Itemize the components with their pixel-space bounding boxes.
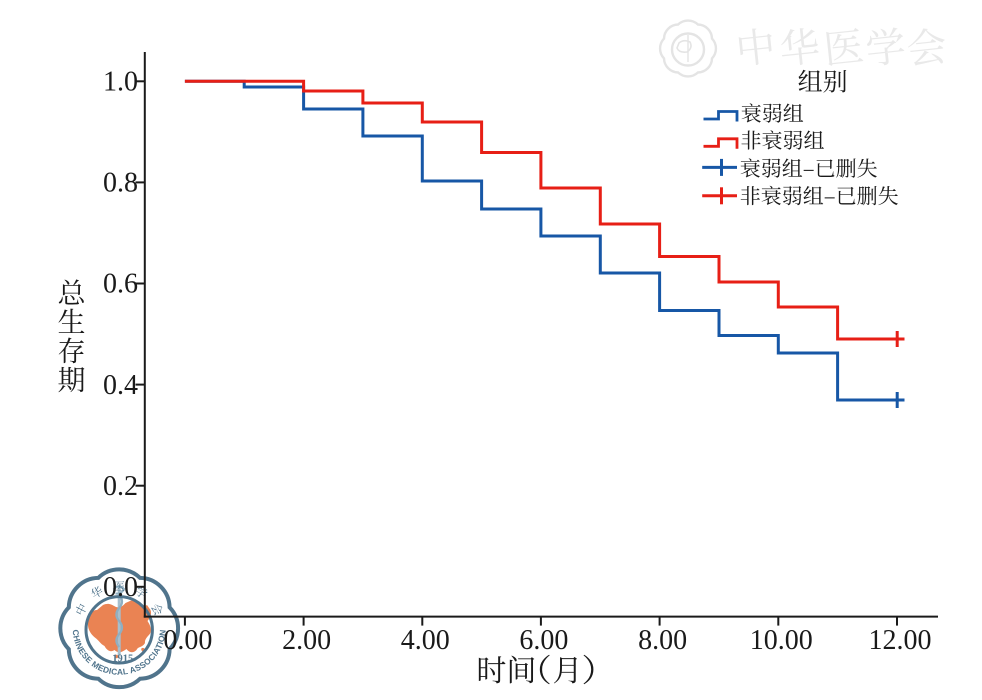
svg-text:0.0: 0.0 [103, 572, 138, 603]
svg-text:4.00: 4.00 [401, 625, 450, 656]
svg-text:华: 华 [777, 15, 823, 76]
svg-text:12.00: 12.00 [869, 625, 932, 656]
svg-text:组别: 组别 [798, 62, 848, 98]
svg-text:时间: 时间 [476, 646, 536, 690]
svg-text:总: 总 [57, 272, 85, 312]
svg-text:10.00: 10.00 [750, 625, 813, 656]
svg-text:6.00: 6.00 [519, 625, 568, 656]
svg-text:非衰弱组: 非衰弱组 [741, 125, 825, 155]
svg-text:0.2: 0.2 [103, 471, 138, 502]
svg-text:生: 生 [57, 301, 85, 341]
svg-text:（: （ [517, 646, 551, 691]
svg-text:学: 学 [863, 15, 909, 76]
svg-text:）: ） [581, 646, 615, 691]
svg-text:1915: 1915 [112, 654, 133, 665]
svg-text:0.6: 0.6 [103, 269, 138, 300]
svg-text:衰弱组–已删失: 衰弱组–已删失 [740, 153, 878, 183]
svg-text:存: 存 [57, 330, 85, 370]
svg-text:0.00: 0.00 [163, 625, 212, 656]
svg-text:8.00: 8.00 [638, 625, 687, 656]
svg-text:0.4: 0.4 [103, 370, 138, 401]
svg-text:医: 医 [821, 15, 867, 76]
svg-text:非衰弱组–已删失: 非衰弱组–已删失 [740, 181, 899, 211]
svg-text:衰弱组: 衰弱组 [741, 98, 804, 128]
svg-text:月: 月 [553, 646, 583, 690]
svg-text:医: 医 [113, 578, 125, 594]
svg-text:中: 中 [733, 15, 779, 76]
svg-text:期: 期 [57, 359, 85, 399]
svg-text:2.00: 2.00 [282, 625, 331, 656]
svg-text:1.0: 1.0 [103, 67, 138, 98]
svg-text:0.8: 0.8 [103, 168, 138, 199]
svg-text:会: 会 [904, 15, 950, 76]
